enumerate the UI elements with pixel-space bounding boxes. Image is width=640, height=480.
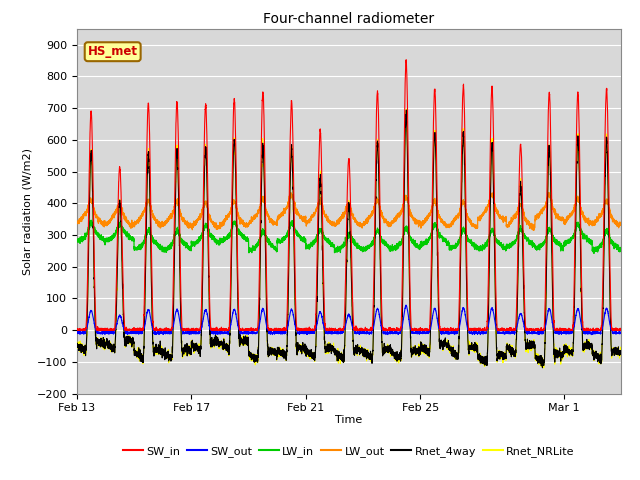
X-axis label: Time: Time bbox=[335, 415, 362, 425]
Title: Four-channel radiometer: Four-channel radiometer bbox=[263, 12, 435, 26]
Y-axis label: Solar radiation (W/m2): Solar radiation (W/m2) bbox=[22, 148, 33, 275]
Text: HS_met: HS_met bbox=[88, 45, 138, 58]
Legend: SW_in, SW_out, LW_in, LW_out, Rnet_4way, Rnet_NRLite: SW_in, SW_out, LW_in, LW_out, Rnet_4way,… bbox=[118, 441, 579, 461]
